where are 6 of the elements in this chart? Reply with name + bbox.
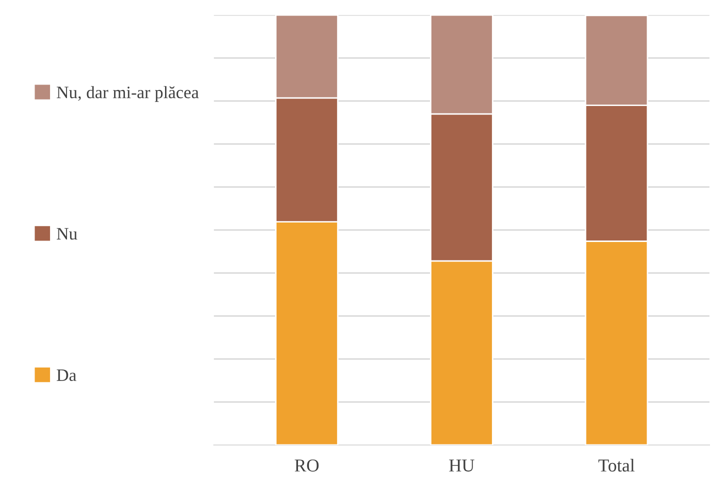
x-tick-label: Total xyxy=(598,458,635,472)
x-tick-label: RO xyxy=(294,459,319,472)
legend-label: Nu xyxy=(56,228,78,240)
x-tick-label: HU xyxy=(449,460,474,472)
legend-label: Nu, dar mi-ar plăcea xyxy=(56,86,199,102)
legend-label: Da xyxy=(56,369,76,382)
